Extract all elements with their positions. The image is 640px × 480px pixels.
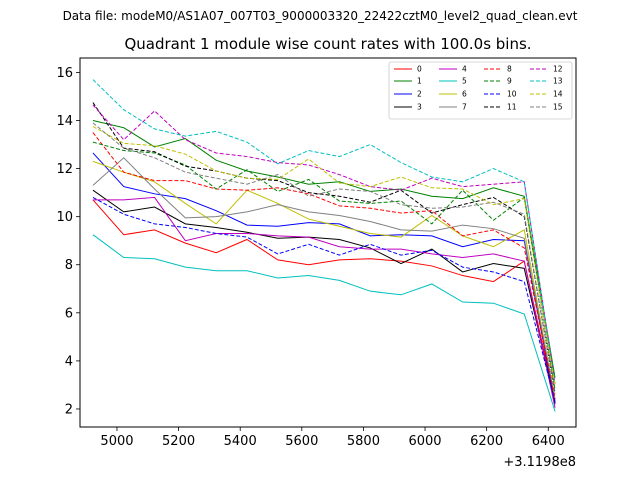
y-tick-label: 16 <box>56 66 73 81</box>
y-tick-label: 4 <box>65 354 73 369</box>
y-tick-label: 2 <box>65 402 73 417</box>
series-line-0 <box>92 199 556 402</box>
series-line-6 <box>92 160 556 401</box>
series-line-1 <box>92 120 556 378</box>
x-tick-label: 6400 <box>532 434 565 449</box>
series-line-5 <box>92 234 556 412</box>
y-tick-label: 14 <box>56 114 73 129</box>
series-line-15 <box>92 122 556 395</box>
legend-label-11: 11 <box>507 103 517 112</box>
legend-label-7: 7 <box>462 103 467 112</box>
legend-label-0: 0 <box>417 65 422 74</box>
x-tick-label: 5200 <box>162 434 195 449</box>
legend-frame <box>388 61 573 120</box>
x-tick-label: 6200 <box>470 434 503 449</box>
y-tick-label: 6 <box>65 306 73 321</box>
series-line-10 <box>92 196 556 402</box>
legend-label-15: 15 <box>553 103 563 112</box>
legend-label-1: 1 <box>417 77 422 86</box>
plot-area <box>79 57 577 428</box>
series-group <box>92 79 556 412</box>
series-line-3 <box>92 189 556 404</box>
axes-frame <box>79 57 577 428</box>
legend-label-2: 2 <box>417 90 422 99</box>
suptitle: Data file: modeM0/AS1A07_007T03_90000033… <box>63 9 578 23</box>
series-line-12 <box>92 104 556 384</box>
legend-label-3: 3 <box>417 103 422 112</box>
y-tick-label: 8 <box>65 258 73 273</box>
x-tick-label: 5000 <box>100 434 133 449</box>
x-offset-label: +3.1198e8 <box>503 455 576 470</box>
series-line-13 <box>92 79 556 386</box>
legend-label-6: 6 <box>462 90 467 99</box>
legend-label-5: 5 <box>462 77 467 86</box>
legend-label-12: 12 <box>553 65 563 74</box>
chart-title: Quadrant 1 module wise count rates with … <box>124 35 531 53</box>
series-line-2 <box>92 152 556 405</box>
x-axis: 5000 5200 5400 5600 5800 6000 6200 6400 <box>100 427 565 449</box>
legend-label-13: 13 <box>553 77 563 86</box>
series-line-4 <box>92 196 556 408</box>
series-line-14 <box>92 126 556 387</box>
series-line-8 <box>92 132 556 400</box>
legend-label-14: 14 <box>553 90 563 99</box>
y-tick-label: 10 <box>56 210 73 225</box>
legend-label-4: 4 <box>462 65 467 74</box>
series-line-7 <box>92 157 556 400</box>
legend-label-8: 8 <box>507 65 512 74</box>
x-tick-label: 5400 <box>224 434 257 449</box>
legend-label-10: 10 <box>507 90 517 99</box>
x-tick-label: 5600 <box>285 434 318 449</box>
x-tick-label: 6000 <box>408 434 441 449</box>
x-tick-label: 5800 <box>347 434 380 449</box>
series-line-11 <box>92 102 556 394</box>
y-axis: 2 4 6 8 10 12 14 16 <box>56 66 80 417</box>
legend-label-9: 9 <box>507 77 512 86</box>
y-tick-label: 12 <box>56 162 73 177</box>
